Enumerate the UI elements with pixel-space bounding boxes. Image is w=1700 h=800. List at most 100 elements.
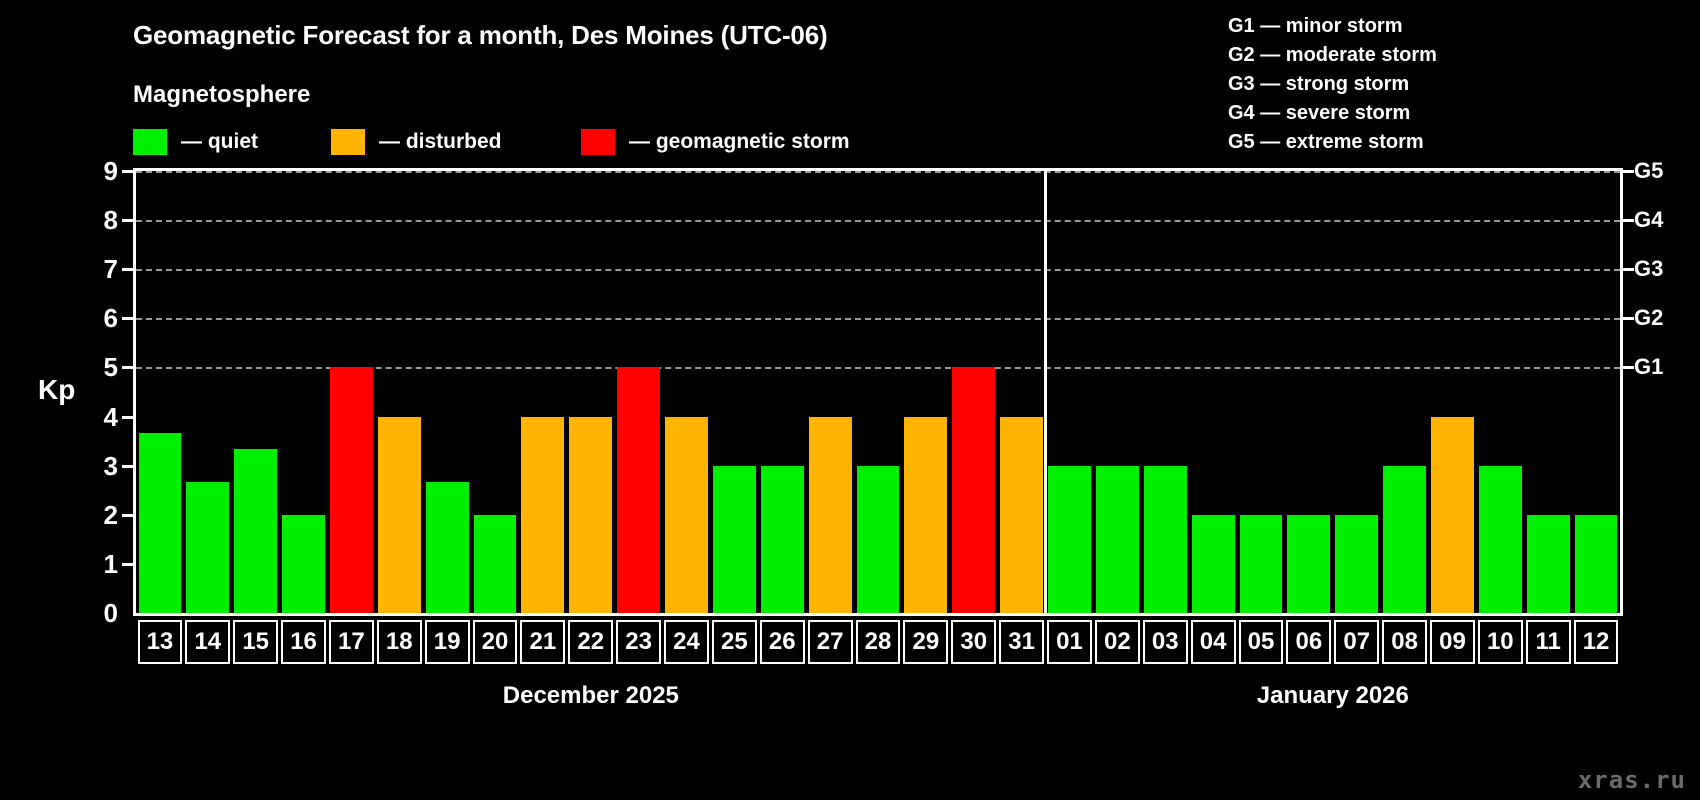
day-label-31[interactable]: 31 — [999, 620, 1045, 664]
bar-22[interactable] — [569, 416, 613, 613]
day-label-29[interactable]: 29 — [903, 620, 949, 664]
g-axis-label-G3: G3 — [1634, 256, 1664, 282]
g-scale-row-3: G3 — strong storm — [1228, 73, 1410, 95]
day-label-10[interactable]: 10 — [1477, 620, 1523, 664]
y-tick-mark-6 — [122, 317, 136, 321]
day-label-14[interactable]: 14 — [185, 620, 231, 664]
day-label-22[interactable]: 22 — [568, 620, 614, 664]
legend-swatch-icon — [331, 129, 365, 155]
y-tick-label-2: 2 — [103, 499, 118, 530]
day-label-30[interactable]: 30 — [951, 620, 997, 664]
bar-28[interactable] — [856, 465, 900, 613]
bar-26[interactable] — [760, 465, 804, 613]
bar-02[interactable] — [1095, 465, 1139, 613]
bar-27[interactable] — [808, 416, 852, 613]
g-scale-row-4: G4 — severe storm — [1228, 102, 1411, 124]
bar-30[interactable] — [952, 367, 996, 613]
y-tick-label-8: 8 — [103, 205, 118, 236]
y-tick-mark-5 — [122, 366, 136, 370]
bar-25[interactable] — [712, 465, 756, 613]
y-tick-mark-3 — [122, 464, 136, 468]
g-axis-tick-G4 — [1620, 219, 1634, 223]
bar-05[interactable] — [1239, 514, 1283, 613]
gridline-kp-9 — [136, 171, 1620, 173]
bar-19[interactable] — [425, 481, 469, 613]
day-label-01[interactable]: 01 — [1047, 620, 1092, 664]
day-label-08[interactable]: 08 — [1382, 620, 1427, 664]
g-axis-label-G5: G5 — [1634, 158, 1664, 183]
bar-16[interactable] — [282, 514, 325, 613]
g-axis-tick-G3 — [1620, 268, 1634, 272]
bar-31[interactable] — [1000, 416, 1044, 613]
watermark: xras.ru — [1577, 766, 1686, 794]
month-label-1: January 2026 — [1256, 682, 1409, 709]
gridline-kp-6 — [136, 318, 1620, 321]
day-label-11[interactable]: 11 — [1525, 620, 1571, 664]
day-label-18[interactable]: 18 — [376, 620, 422, 664]
day-label-21[interactable]: 21 — [520, 620, 566, 664]
y-tick-label-3: 3 — [103, 450, 118, 481]
plot-area — [133, 168, 1623, 616]
day-label-28[interactable]: 28 — [855, 620, 901, 664]
legend-item-0: — quiet — [133, 128, 258, 156]
bar-14[interactable] — [186, 481, 230, 613]
y-tick-mark-4 — [122, 415, 136, 419]
bar-11[interactable] — [1526, 514, 1570, 613]
bar-18[interactable] — [377, 416, 421, 613]
day-label-23[interactable]: 23 — [616, 620, 662, 664]
day-label-09[interactable]: 09 — [1430, 620, 1475, 664]
day-label-25[interactable]: 25 — [711, 620, 757, 664]
day-label-27[interactable]: 27 — [807, 620, 853, 664]
y-tick-mark-9 — [122, 170, 136, 173]
day-label-07[interactable]: 07 — [1334, 620, 1380, 664]
g-axis-tick-G2 — [1620, 317, 1634, 321]
bar-24[interactable] — [665, 416, 708, 613]
y-tick-label-9: 9 — [103, 156, 118, 186]
g-scale-row-2: G2 — moderate storm — [1228, 44, 1437, 66]
legend-swatch-icon — [581, 129, 615, 155]
day-label-04[interactable]: 04 — [1190, 620, 1236, 664]
bar-03[interactable] — [1143, 465, 1187, 613]
bar-07[interactable] — [1335, 514, 1379, 613]
bar-23[interactable] — [617, 367, 661, 613]
day-label-24[interactable]: 24 — [664, 620, 709, 664]
gridline-kp-5 — [136, 367, 1620, 370]
day-label-02[interactable]: 02 — [1094, 620, 1140, 664]
day-label-03[interactable]: 03 — [1142, 620, 1188, 664]
bar-06[interactable] — [1287, 514, 1331, 613]
y-tick-mark-8 — [122, 219, 136, 223]
y-tick-label-7: 7 — [103, 254, 118, 285]
day-label-20[interactable]: 20 — [472, 620, 518, 664]
bar-09[interactable] — [1431, 416, 1474, 613]
y-tick-label-4: 4 — [103, 401, 118, 432]
bar-08[interactable] — [1383, 465, 1426, 613]
bar-17[interactable] — [329, 367, 373, 613]
bar-series — [136, 171, 1620, 613]
day-label-13[interactable]: 13 — [137, 620, 183, 664]
day-label-17[interactable]: 17 — [328, 620, 374, 664]
g-scale-row-5: G5 — extreme storm — [1228, 131, 1424, 153]
bar-01[interactable] — [1048, 465, 1091, 613]
day-label-12[interactable]: 12 — [1573, 620, 1619, 664]
bar-29[interactable] — [904, 416, 948, 613]
bar-20[interactable] — [473, 514, 517, 613]
legend-label: — disturbed — [379, 130, 502, 153]
bar-21[interactable] — [521, 416, 565, 613]
bar-13[interactable] — [138, 432, 182, 613]
bar-12[interactable] — [1574, 514, 1618, 613]
bar-15[interactable] — [234, 449, 278, 613]
bar-10[interactable] — [1478, 465, 1522, 613]
bar-04[interactable] — [1191, 514, 1235, 613]
y-tick-label-1: 1 — [103, 548, 118, 579]
day-label-26[interactable]: 26 — [759, 620, 805, 664]
gridline-kp-7 — [136, 269, 1620, 272]
day-label-06[interactable]: 06 — [1286, 620, 1332, 664]
g-scale-list: G1 — minor storm G2 — moderate storm G3 — … — [1228, 12, 1437, 157]
day-label-16[interactable]: 16 — [281, 620, 326, 664]
month-label-0: December 2025 — [502, 682, 679, 709]
day-label-05[interactable]: 05 — [1238, 620, 1284, 664]
g-axis-label-G2: G2 — [1634, 305, 1664, 331]
day-label-19[interactable]: 19 — [424, 620, 470, 664]
day-label-15[interactable]: 15 — [233, 620, 279, 664]
